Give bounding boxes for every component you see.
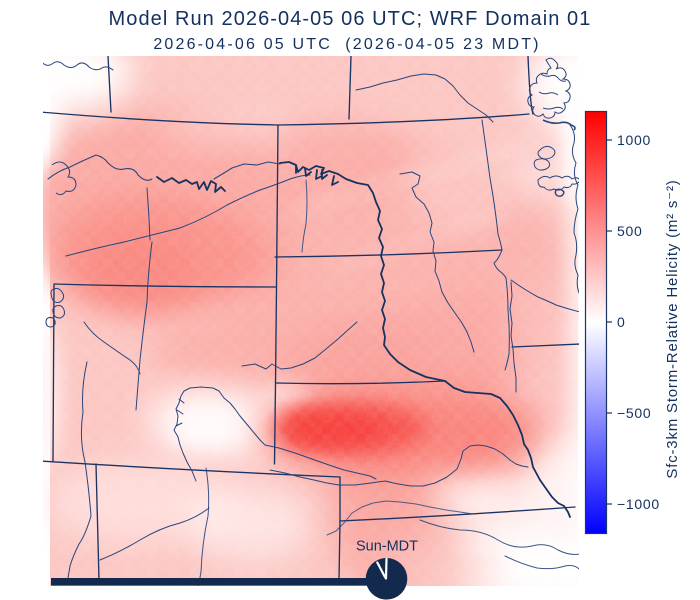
svg-text:−1000: −1000 [617,496,660,512]
svg-text:500: 500 [617,223,642,239]
svg-text:Sfc-3km Storm-Relative Helicit: Sfc-3km Storm-Relative Helicity (m² s⁻²) [664,179,681,478]
svg-text:Sun-MDT: Sun-MDT [356,539,418,555]
svg-text:1000: 1000 [617,132,651,148]
svg-text:−500: −500 [617,405,651,421]
svg-text:0: 0 [617,314,626,330]
